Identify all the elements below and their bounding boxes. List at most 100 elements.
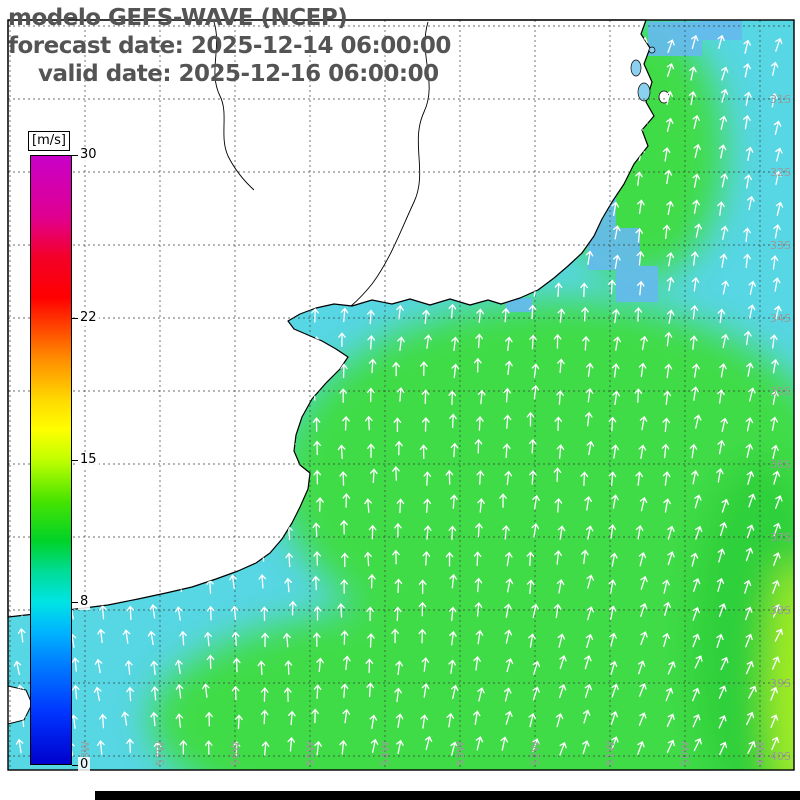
wave-arrow xyxy=(744,330,752,346)
wave-arrow xyxy=(41,66,50,81)
wave-arrow xyxy=(96,363,105,378)
wave-arrow xyxy=(581,306,589,322)
wave-arrow xyxy=(667,551,675,566)
wave-arrow xyxy=(637,65,646,81)
wave-arrow xyxy=(423,471,432,486)
wave-arrow xyxy=(505,360,513,376)
wave-arrow xyxy=(392,174,400,190)
wave-arrow xyxy=(744,91,752,106)
wave-arrow xyxy=(529,469,537,485)
wave-arrow xyxy=(151,145,159,160)
wave-arrow xyxy=(121,711,129,726)
wave-arrow xyxy=(691,277,700,292)
wave-arrow xyxy=(257,660,266,676)
wave-arrow xyxy=(261,497,270,513)
wave-arrow xyxy=(126,686,134,702)
wave-arrow xyxy=(229,141,238,157)
wave-arrow xyxy=(283,141,292,157)
wave-arrow xyxy=(585,37,593,52)
wave-arrow xyxy=(526,411,535,427)
wave-arrow xyxy=(477,687,485,702)
wave-arrow xyxy=(666,713,675,727)
wave-arrow xyxy=(584,411,593,427)
wave-arrow xyxy=(178,414,187,430)
wave-arrow xyxy=(720,225,729,240)
wave-arrow xyxy=(445,279,454,294)
wave-arrow xyxy=(662,224,671,240)
wave-arrow xyxy=(581,549,589,565)
wave-arrow xyxy=(311,89,320,105)
wave-arrow xyxy=(717,34,725,49)
wave-arrow xyxy=(342,708,351,724)
wave-arrow xyxy=(638,712,647,726)
wave-arrow xyxy=(689,335,698,350)
wave-arrow xyxy=(716,633,724,648)
wave-arrow xyxy=(366,387,375,403)
wave-arrow xyxy=(666,309,675,324)
wave-arrow xyxy=(206,172,215,187)
wave-arrow xyxy=(637,741,645,755)
wave-arrow xyxy=(531,282,540,297)
wave-arrow xyxy=(176,444,185,460)
wave-arrow xyxy=(586,440,595,456)
valid-date-line: valid date: 2025-12-16 06:00:00 xyxy=(38,61,439,87)
wave-arrow xyxy=(613,93,621,108)
wave-arrow xyxy=(339,388,348,403)
wave-arrow xyxy=(557,525,566,540)
wave-arrow xyxy=(152,39,161,54)
wave-arrow xyxy=(450,66,458,81)
wave-arrow xyxy=(585,362,594,378)
wave-arrow xyxy=(609,660,618,675)
wave-arrow xyxy=(18,358,27,373)
wave-arrow xyxy=(774,628,784,642)
wave-arrow xyxy=(285,361,293,377)
wave-arrow xyxy=(231,685,240,701)
wave-arrow xyxy=(72,579,81,595)
lon-label: 52W xyxy=(529,741,542,766)
wave-arrow xyxy=(557,358,565,374)
colorbar-tick-mark xyxy=(72,317,78,319)
wave-arrow xyxy=(745,660,754,675)
wave-arrow xyxy=(772,579,780,594)
wave-arrow xyxy=(288,255,296,271)
wave-arrow xyxy=(311,39,320,54)
wave-arrow xyxy=(501,307,510,323)
wave-arrow xyxy=(529,146,538,162)
lon-label: 57W xyxy=(154,741,167,766)
wave-arrow xyxy=(260,35,268,51)
wave-arrow xyxy=(529,63,537,79)
wave-arrow xyxy=(147,519,156,535)
wave-arrow xyxy=(261,442,270,457)
wave-arrow xyxy=(585,633,594,648)
wave-arrow xyxy=(205,443,214,459)
wave-arrow xyxy=(666,739,675,753)
wave-arrow xyxy=(771,444,779,459)
wave-direction-arrows xyxy=(12,34,784,757)
wave-arrow xyxy=(529,334,537,350)
wave-arrow xyxy=(532,738,540,753)
wave-arrow xyxy=(772,277,781,292)
wave-arrow xyxy=(504,551,513,567)
wave-arrow xyxy=(558,684,567,699)
wave-arrow xyxy=(95,60,104,76)
wave-arrow xyxy=(72,336,80,352)
wave-arrow xyxy=(288,332,297,348)
wave-arrow xyxy=(178,496,186,512)
wave-arrow xyxy=(505,710,513,725)
wave-arrow xyxy=(721,498,729,513)
wave-arrow xyxy=(340,552,349,568)
wave-arrow xyxy=(692,606,700,621)
wave-arrow xyxy=(770,686,778,701)
wave-arrow xyxy=(610,120,619,135)
lat-label: 40S xyxy=(770,750,791,763)
wave-arrow xyxy=(692,633,700,648)
wave-arrow xyxy=(610,552,618,567)
wave-arrow xyxy=(418,579,427,595)
wave-arrow xyxy=(504,687,512,702)
wave-arrow xyxy=(640,575,648,590)
wave-arrow xyxy=(45,87,53,103)
wave-arrow xyxy=(775,147,783,162)
wave-arrow xyxy=(342,277,350,293)
wave-arrow xyxy=(151,90,159,105)
wave-arrow xyxy=(147,630,156,646)
